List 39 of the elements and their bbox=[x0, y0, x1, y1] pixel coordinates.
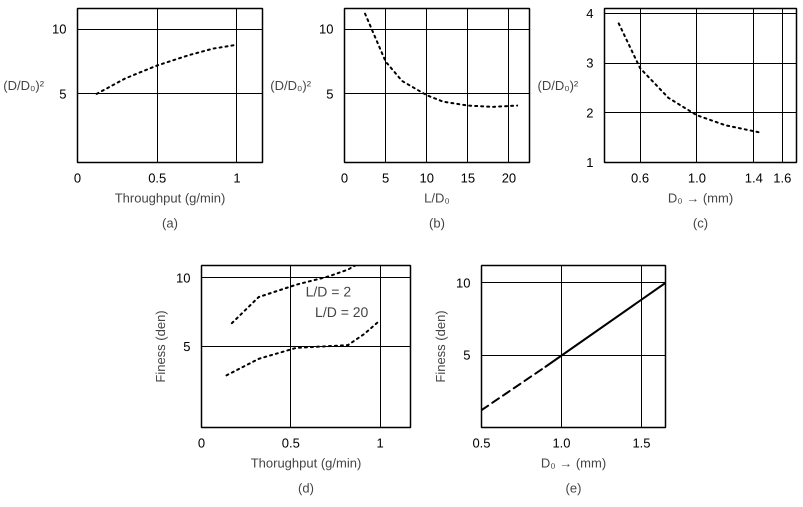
text: (c) bbox=[692, 216, 708, 230]
y-tick-label: 2 bbox=[586, 105, 594, 120]
x-tick-label: 0 bbox=[198, 436, 206, 450]
text: (a) bbox=[162, 216, 178, 230]
x-tick-label: 1.5 bbox=[632, 436, 651, 450]
x-tick-label: 0.5 bbox=[282, 436, 300, 450]
x-tick-label: 0.5 bbox=[148, 170, 166, 186]
y-axis-title: (D/D₀)² bbox=[270, 78, 312, 93]
y-tick-label: 3 bbox=[586, 56, 594, 71]
x-tick-label: 0.6 bbox=[631, 170, 650, 186]
x-axis-title: Thorughput (g/min) bbox=[250, 456, 362, 470]
x-tick-label: 1.0 bbox=[688, 170, 706, 186]
y-axis-title: (D/D₀)² bbox=[538, 78, 579, 93]
text: (e) bbox=[566, 480, 582, 496]
y-axis-title: Finess (den) bbox=[153, 310, 168, 383]
x-tick-label: 1 bbox=[376, 436, 384, 450]
x-axis-title: D₀ → (mm) bbox=[668, 190, 734, 206]
x-tick-label: 20 bbox=[502, 170, 516, 186]
x-tick-label: 1.6 bbox=[773, 170, 792, 186]
y-axis-title: (D/D₀)² bbox=[3, 78, 45, 93]
y-axis-title: Finess (den) bbox=[433, 310, 448, 383]
x-tick-label: 15 bbox=[460, 170, 476, 186]
x-tick-label: 0 bbox=[340, 170, 348, 186]
y-tick-label: 1 bbox=[586, 155, 594, 170]
x-tick-label: 5 bbox=[382, 170, 390, 186]
text: (b) bbox=[429, 216, 445, 230]
x-tick-label: 1.0 bbox=[552, 436, 571, 450]
x-tick-label: 0.5 bbox=[472, 436, 491, 450]
x-tick-label: 1.4 bbox=[744, 170, 763, 186]
series-label: L/D = 20 bbox=[315, 304, 369, 320]
text: (d) bbox=[298, 480, 314, 496]
series-label: L/D = 2 bbox=[306, 284, 352, 300]
x-tick-label: 0 bbox=[74, 170, 82, 186]
x-axis-title: L/D₀ bbox=[424, 190, 450, 206]
y-tick-label: 4 bbox=[586, 6, 594, 21]
x-tick-label: 10 bbox=[419, 170, 434, 186]
x-tick-label: 1 bbox=[233, 170, 241, 186]
x-axis-title: Throughput (g/min) bbox=[114, 190, 226, 206]
x-axis-title: D₀ → (mm) bbox=[540, 456, 606, 470]
